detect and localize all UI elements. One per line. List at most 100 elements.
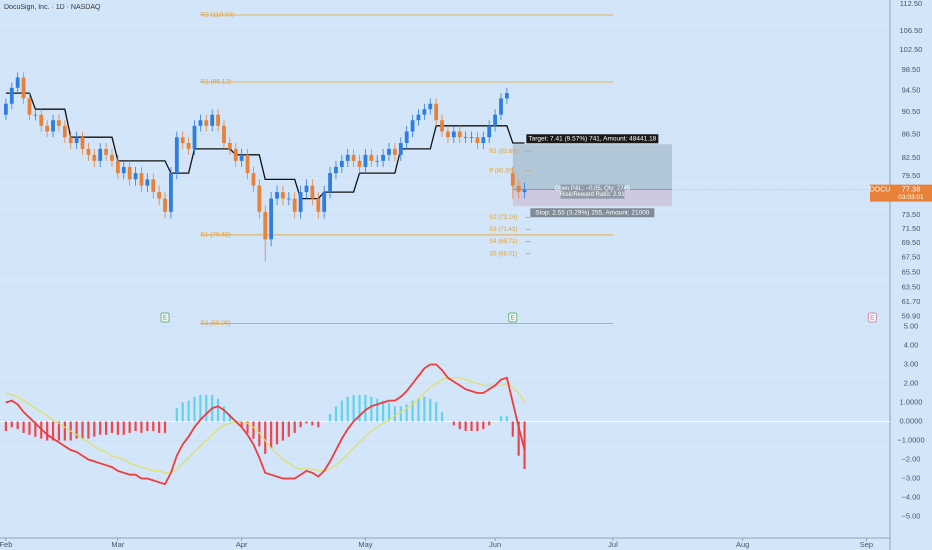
y-tick-label: 3.00: [904, 359, 919, 368]
baseline-line: [5, 92, 525, 200]
histogram-bar: [482, 421, 485, 430]
histogram-bar: [399, 406, 402, 422]
earnings-label: E: [870, 316, 874, 322]
candle-body: [174, 137, 179, 174]
histogram-bar: [122, 421, 125, 435]
target-label: Target: 7.41 (9.57%) 741, Amount: 48441.…: [528, 135, 656, 142]
pnl-label: Open P&L: −0.05, Qty: 2745: [555, 186, 631, 192]
candle-body: [151, 179, 156, 193]
candle-body: [204, 120, 209, 126]
histogram-bar: [328, 413, 332, 422]
histogram-bar: [340, 400, 343, 422]
histogram-bar: [287, 421, 290, 437]
histogram-bar: [205, 394, 208, 422]
candle-body: [516, 185, 521, 193]
histogram-bar: [346, 396, 349, 422]
histogram-bar: [140, 421, 143, 433]
candle-body: [139, 173, 144, 186]
candle-body: [222, 125, 226, 144]
signal-line: [5, 377, 526, 474]
candle-body: [422, 109, 427, 115]
histogram-bar: [352, 394, 355, 422]
candle-body: [339, 160, 344, 167]
histogram-bar: [270, 421, 273, 449]
candle-body: [451, 131, 456, 138]
histogram-bar: [246, 421, 249, 433]
candle-body: [192, 125, 197, 149]
y-tick-label: 102.50: [900, 45, 923, 54]
x-tick-label: May: [358, 540, 372, 549]
histogram-bar: [405, 404, 408, 422]
histogram-bar: [511, 421, 514, 437]
y-tick-label: 98.50: [902, 65, 921, 74]
candle-body: [186, 143, 191, 149]
candle-body: [387, 148, 391, 155]
candle-body: [499, 98, 503, 115]
histogram-bar: [187, 400, 190, 422]
candle-body: [57, 120, 61, 126]
y-tick-label: 0.0000: [900, 416, 923, 425]
histogram-bar: [240, 421, 243, 428]
y-tick-label: 63.50: [902, 283, 921, 292]
y-tick-label: 82.50: [902, 153, 921, 162]
y-tick-label: 106.50: [900, 26, 923, 35]
histogram-bar: [51, 421, 55, 441]
histogram-bar: [4, 421, 7, 431]
histogram-bar: [317, 421, 320, 428]
earnings-marker: [867, 312, 877, 323]
histogram-bar: [488, 421, 491, 426]
candle-body: [110, 154, 114, 161]
earnings-label: E: [163, 316, 167, 322]
y-tick-label: 4.00: [904, 340, 919, 349]
earnings-label: E: [511, 316, 515, 322]
histogram-bar: [22, 421, 25, 433]
y-tick-label: 59.90: [902, 312, 921, 321]
histogram-bar: [523, 421, 526, 469]
macd-line: [5, 363, 526, 486]
histogram-bar: [382, 400, 385, 422]
histogram-bar: [293, 421, 296, 433]
y-tick-label: 61.70: [902, 297, 921, 306]
histogram-bar: [16, 421, 19, 430]
candle-body: [493, 114, 497, 126]
symbol-label: DOCU: [870, 186, 891, 193]
candle-body: [104, 148, 108, 155]
candle-body: [357, 160, 362, 167]
pnl-box: [560, 184, 625, 199]
histogram-bar: [134, 421, 137, 431]
candle-body: [275, 192, 279, 199]
candle-body: [375, 160, 380, 162]
candle-body: [121, 166, 126, 174]
candle-body: [292, 198, 297, 212]
candle-body: [51, 120, 55, 132]
candle-body: [86, 148, 91, 155]
histogram-bar: [87, 421, 90, 439]
histogram-bar: [423, 396, 426, 422]
candle-body: [133, 173, 138, 180]
target-label-box: [526, 134, 659, 144]
histogram-bar: [152, 421, 155, 431]
histogram-bar: [81, 421, 84, 439]
histogram-bar: [110, 421, 114, 433]
histogram-bar: [376, 398, 379, 422]
histogram-bar: [75, 421, 78, 439]
x-tick-label: Jun: [489, 540, 501, 549]
histogram-bar: [175, 408, 178, 422]
y-tick-label: −2.00: [902, 454, 921, 463]
histogram-bar: [311, 421, 314, 426]
candle-body: [393, 148, 397, 155]
candle-body: [481, 137, 486, 144]
histogram-bar: [63, 421, 66, 441]
histogram-bar: [299, 421, 302, 428]
candle-body: [127, 166, 132, 180]
candle-body: [210, 114, 215, 126]
histogram-bar: [116, 421, 119, 435]
target-zone: [512, 144, 672, 190]
candle-body: [457, 131, 462, 138]
price-tag: [870, 184, 932, 202]
histogram-bar: [499, 415, 503, 422]
histogram-bar: [417, 398, 420, 422]
candle-body: [504, 93, 509, 99]
